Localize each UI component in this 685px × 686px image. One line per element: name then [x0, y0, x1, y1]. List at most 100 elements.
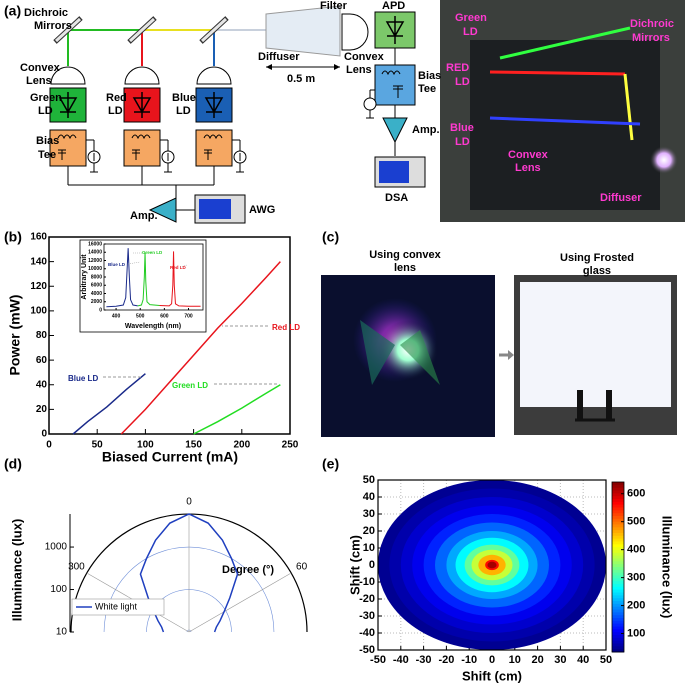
label: Tee: [38, 149, 56, 161]
x-tick-label: 0: [46, 440, 52, 451]
bias-tee-symbol: [57, 134, 77, 160]
y-tick-label: 8000: [91, 274, 102, 280]
colorbar-slice: [612, 518, 624, 523]
dsa-screen: [379, 161, 409, 183]
blue-beam: [489, 116, 641, 126]
colorbar-slice: [612, 564, 624, 568]
colorbar-slice: [612, 504, 624, 508]
awg-screen: [199, 199, 231, 219]
label: LD: [455, 76, 470, 88]
label: Green: [455, 12, 487, 24]
colorbar-slice: [612, 575, 624, 579]
colorbar-slice: [612, 482, 624, 486]
colorbar-slice: [612, 601, 624, 605]
colorbar-tick-label: 500: [627, 516, 645, 528]
y-tick-label: 20: [36, 404, 48, 415]
theta-tick-label: 300: [68, 562, 85, 573]
y-tick-label: -20: [359, 593, 375, 605]
colorbar-slice: [612, 623, 624, 627]
colorbar-slice: [612, 629, 624, 633]
red-beam: [489, 70, 626, 76]
label: Green: [30, 92, 62, 104]
x-tick-label: 30: [554, 654, 566, 666]
colorbar-slice: [612, 541, 624, 545]
label: Diffuser: [600, 192, 642, 204]
panel-label: (b): [4, 229, 22, 245]
label: Mirrors: [34, 20, 72, 32]
y-axis-label: Illuminance (lux): [9, 519, 24, 622]
bias-tee-symbol: [203, 134, 223, 160]
colorbar-slice: [612, 620, 624, 625]
y-tick-label: 14000: [88, 250, 102, 256]
label: Dichroic: [24, 7, 68, 19]
label-arrow: [127, 261, 141, 265]
x-axis-label: Shift (cm): [462, 668, 522, 683]
label-arrow: [179, 264, 188, 268]
colorbar-slice: [612, 535, 624, 540]
x-tick-label: 40: [577, 654, 589, 666]
label: Filter: [320, 0, 348, 12]
colorbar-slice: [612, 595, 624, 599]
diode-symbol: [58, 92, 78, 118]
mirror: [54, 17, 82, 43]
y-tick-label: 10: [363, 542, 375, 554]
y-tick-label: 10000: [88, 266, 102, 272]
diode-symbol: [132, 92, 152, 118]
arrow-head: [508, 350, 514, 360]
y-tick-label: 80: [36, 330, 48, 341]
colorbar-slice: [612, 592, 624, 596]
colorbar-slice: [612, 501, 624, 506]
label: AWG: [249, 204, 275, 216]
colorbar-slice: [612, 550, 624, 554]
bias-tee-symbol: [381, 70, 403, 98]
colorbar-slice: [612, 524, 624, 528]
lens: [124, 66, 160, 85]
y-tick-label: 6000: [91, 283, 102, 289]
y-tick-label: -10: [359, 576, 375, 588]
colorbar-tick-label: 300: [627, 572, 645, 584]
colorbar-slice: [612, 581, 624, 585]
y-tick-label: -50: [359, 644, 375, 656]
label: Amp.: [130, 210, 158, 222]
colorbar-slice: [612, 626, 624, 630]
colorbar-slice: [612, 578, 624, 582]
label: Red: [106, 92, 127, 104]
series-label: Green LD: [142, 250, 163, 255]
y-tick-label: 140: [30, 256, 47, 267]
y-tick-label: 16000: [88, 241, 102, 247]
label: LD: [455, 136, 470, 148]
series-line: [193, 384, 281, 435]
colorbar-tick-label: 100: [627, 627, 645, 639]
colorbar-slice: [612, 487, 624, 491]
x-tick-label: 50: [600, 654, 612, 666]
dc-source: [363, 97, 377, 111]
theta-tick-label: 60: [296, 562, 308, 573]
colorbar-slice: [612, 533, 624, 537]
colorbar-slice: [612, 584, 624, 588]
label: Lens: [346, 64, 372, 76]
theta-tick-label: 0: [186, 497, 192, 508]
x-tick-label: 700: [184, 313, 193, 319]
rx-bias-tee: [374, 64, 416, 106]
bias-tee: [123, 129, 161, 167]
colorbar-slice: [612, 484, 624, 489]
x-tick-label: 600: [160, 313, 169, 319]
colorbar-slice: [612, 618, 624, 622]
colorbar-slice: [612, 609, 624, 613]
y-tick-label: 60: [36, 355, 48, 366]
label: LD: [176, 105, 191, 117]
series-label: Red LD: [170, 265, 187, 270]
diode-symbol: [204, 92, 224, 118]
series-line: [72, 373, 146, 435]
diffuser-light: [650, 146, 678, 174]
y-tick-label: -40: [359, 627, 375, 639]
label: Bias: [36, 135, 59, 147]
inset-frame: [79, 239, 207, 333]
light-lobe: [360, 320, 395, 385]
colorbar-slice: [612, 558, 624, 562]
lens: [196, 66, 232, 85]
y-tick-label: 12000: [88, 258, 102, 264]
x-tick-label: 150: [185, 440, 202, 451]
y-tick-label: 0: [99, 307, 102, 313]
x-tick-label: 100: [137, 440, 154, 451]
